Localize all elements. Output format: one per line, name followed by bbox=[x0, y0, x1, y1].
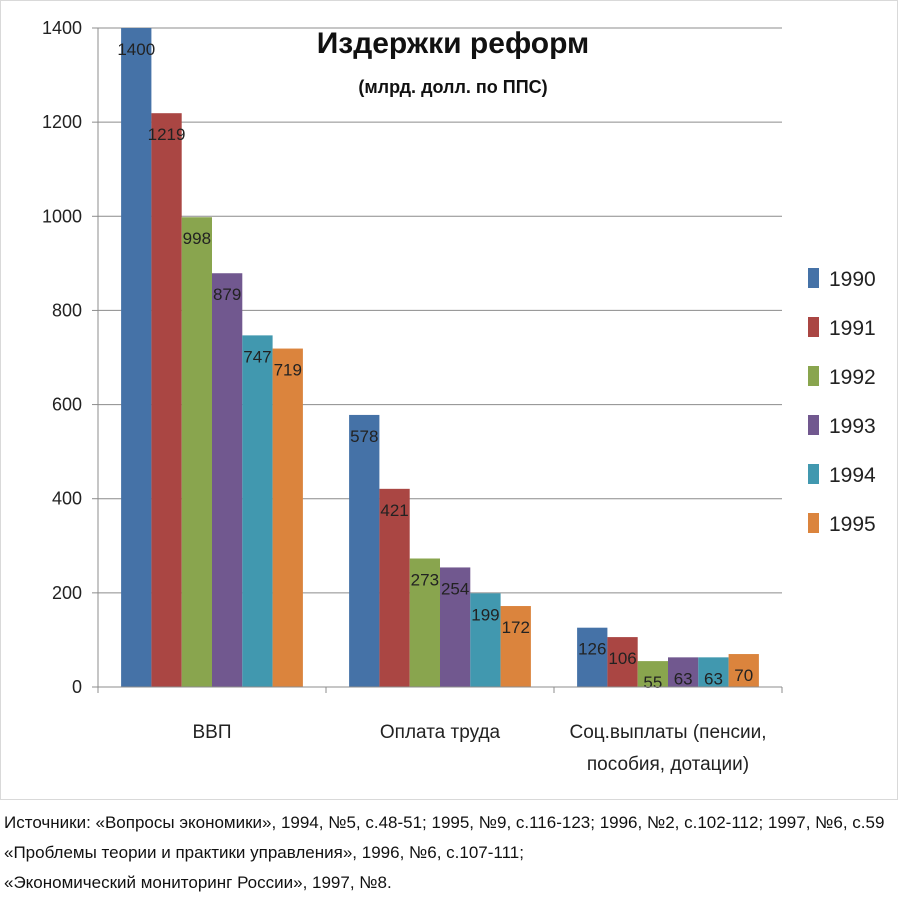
legend-swatch bbox=[808, 415, 819, 435]
x-category-label: ВВП bbox=[192, 722, 231, 743]
data-label: 998 bbox=[183, 229, 211, 248]
bar bbox=[379, 488, 410, 687]
bar bbox=[409, 558, 440, 687]
data-label: 747 bbox=[243, 347, 271, 366]
data-label: 106 bbox=[608, 649, 636, 668]
data-label: 199 bbox=[471, 605, 499, 624]
chart-subtitle: (млрд. долл. по ППС) bbox=[358, 77, 547, 97]
data-label: 421 bbox=[380, 501, 408, 520]
x-category-label: Соц.выплаты (пенсии, bbox=[569, 722, 766, 743]
bar bbox=[349, 414, 380, 687]
data-label: 254 bbox=[441, 579, 469, 598]
legend-swatch bbox=[808, 268, 819, 288]
bar bbox=[440, 567, 471, 687]
bar bbox=[470, 593, 501, 687]
source-line: Источники: «Вопросы экономики», 1994, №5… bbox=[4, 813, 885, 832]
y-tick-label: 1400 bbox=[42, 18, 82, 38]
y-tick-label: 0 bbox=[72, 677, 82, 697]
data-label: 126 bbox=[578, 640, 606, 659]
bar bbox=[181, 217, 212, 687]
legend-swatch bbox=[808, 464, 819, 484]
bar bbox=[212, 273, 243, 687]
legend-label: 1992 bbox=[829, 366, 876, 389]
y-tick-label: 800 bbox=[52, 300, 82, 320]
chart-title: Издержки реформ bbox=[317, 27, 590, 60]
legend: 1990 1991 1992 1993 1994 1995 bbox=[808, 268, 876, 536]
y-tick-label: 1200 bbox=[42, 112, 82, 132]
y-tick-label: 600 bbox=[52, 395, 82, 415]
axes: 0 200 400 600 800 1000 1200 1400 ВВП Оплата труда… bbox=[42, 18, 783, 775]
legend-label: 1990 bbox=[829, 268, 876, 291]
bar bbox=[242, 335, 273, 687]
data-label: 273 bbox=[411, 570, 439, 589]
source-line: «Экономический мониторинг России», 1997,… bbox=[4, 873, 392, 892]
source-line: «Проблемы теории и практики управления»,… bbox=[4, 843, 524, 862]
legend-swatch bbox=[808, 366, 819, 386]
y-tick-label: 400 bbox=[52, 489, 82, 509]
data-label: 719 bbox=[274, 361, 302, 380]
data-label: 1219 bbox=[148, 125, 186, 144]
bar bbox=[121, 28, 152, 687]
bar bbox=[637, 661, 668, 687]
bar bbox=[607, 637, 638, 687]
y-tick-label: 1000 bbox=[42, 206, 82, 226]
legend-label: 1994 bbox=[829, 464, 876, 487]
data-label: 55 bbox=[643, 673, 662, 692]
legend-label: 1993 bbox=[829, 415, 876, 438]
legend-swatch bbox=[808, 513, 819, 533]
x-category-label: пособия, дотации) bbox=[587, 754, 749, 775]
y-tick-label: 200 bbox=[52, 583, 82, 603]
data-label: 63 bbox=[704, 669, 723, 688]
legend-label: 1995 bbox=[829, 513, 876, 536]
data-label: 172 bbox=[502, 618, 530, 637]
chart-frame: 1400 1219 998 879 747 719 578 421 273 254 199 172 12… bbox=[0, 0, 898, 800]
legend-swatch bbox=[808, 317, 819, 337]
bars bbox=[121, 28, 759, 688]
bar bbox=[272, 348, 303, 687]
bar bbox=[500, 606, 531, 687]
data-label: 1400 bbox=[117, 40, 155, 59]
legend-label: 1991 bbox=[829, 317, 876, 340]
bar bbox=[151, 113, 182, 688]
data-label: 63 bbox=[674, 669, 693, 688]
sources-note: Источники: «Вопросы экономики», 1994, №5… bbox=[4, 808, 894, 898]
data-label: 578 bbox=[350, 427, 378, 446]
bar bbox=[577, 627, 608, 687]
data-label: 70 bbox=[734, 666, 753, 685]
x-category-label: Оплата труда bbox=[380, 722, 501, 743]
bar bbox=[668, 657, 699, 687]
bar bbox=[728, 654, 759, 687]
bar bbox=[698, 657, 729, 687]
data-label: 879 bbox=[213, 285, 241, 304]
